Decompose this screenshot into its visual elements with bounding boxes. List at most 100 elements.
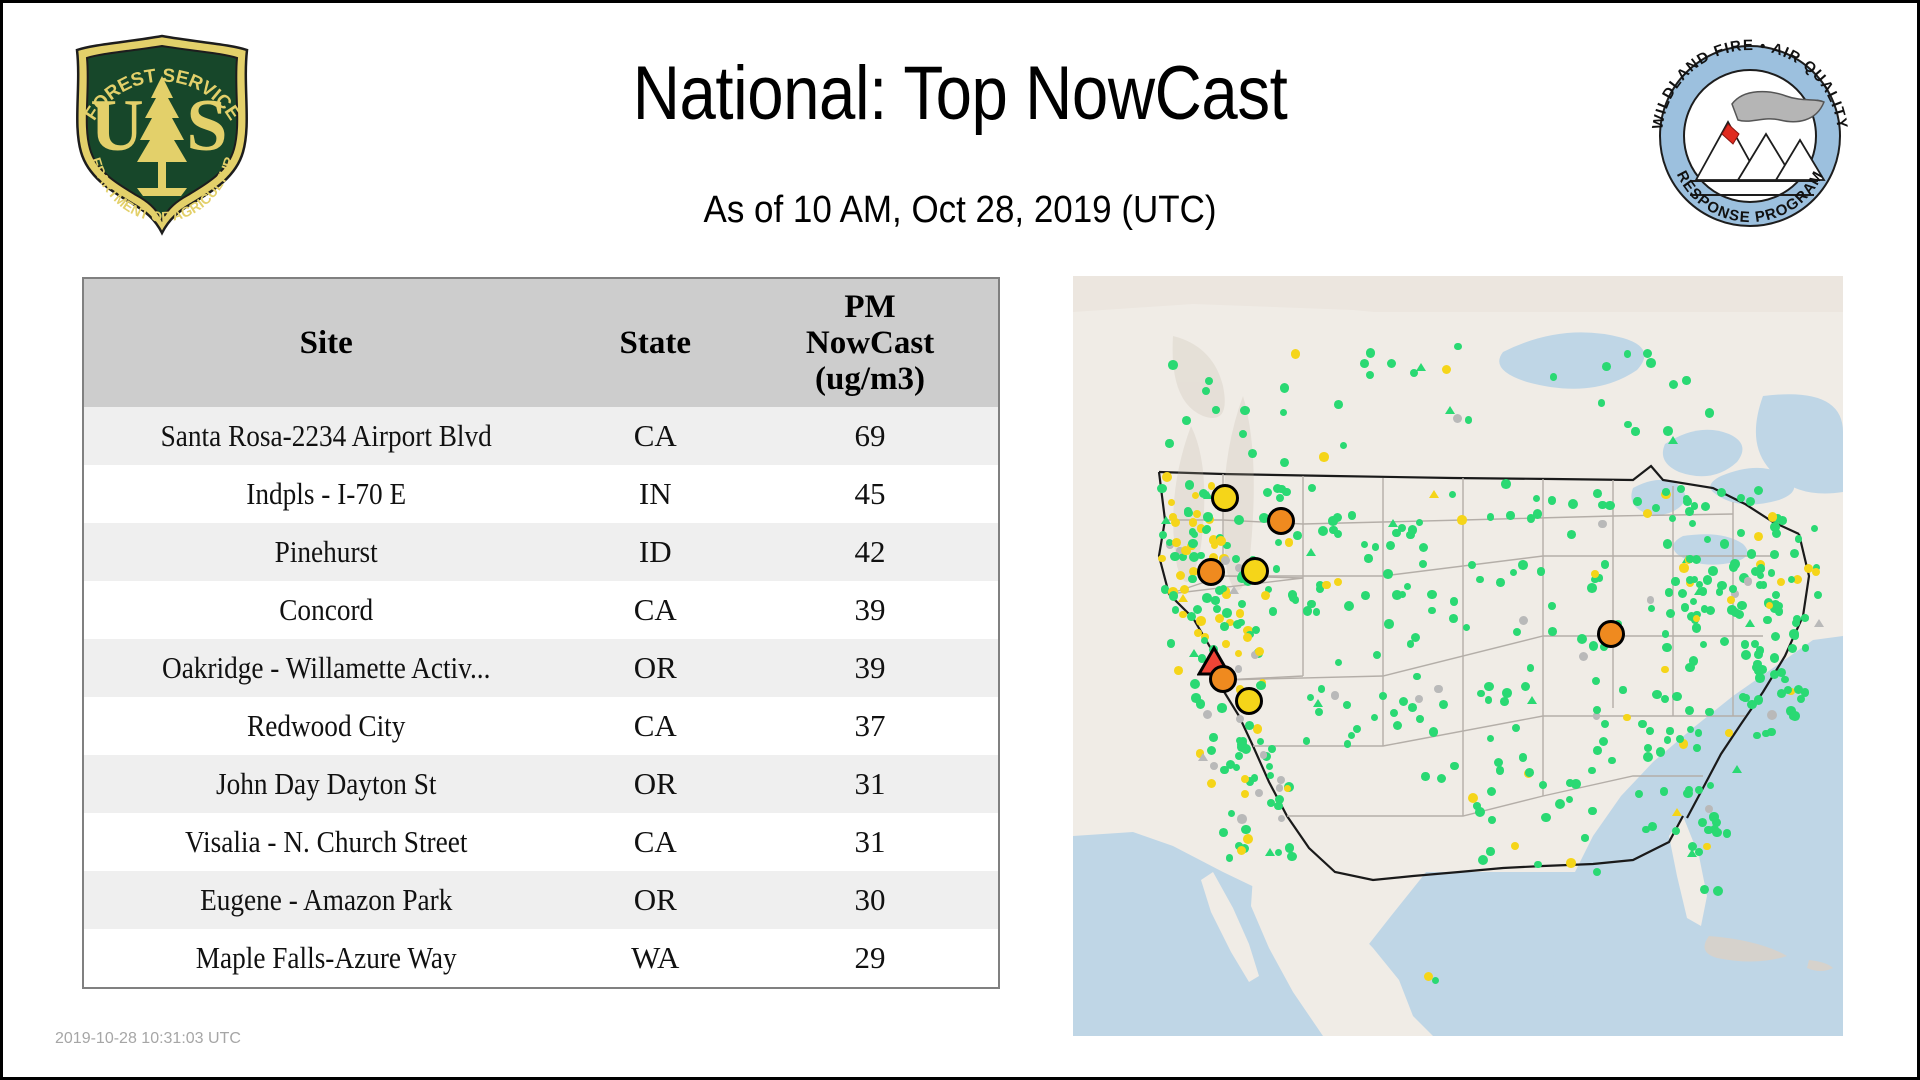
map-monitor-marker [1415, 518, 1424, 527]
map-monitor-marker [1225, 854, 1234, 862]
top-nowcast-table: Site State PM NowCast (ug/m3) Santa Rosa… [82, 277, 1000, 989]
map-monitor-marker [1392, 589, 1403, 600]
map-monitor-marker [1694, 728, 1703, 737]
map-monitor-marker [1340, 442, 1348, 450]
map-monitor-marker [1233, 763, 1241, 772]
map-monitor-marker [1226, 618, 1234, 627]
map-monitor-marker [1500, 697, 1510, 707]
map-monitor-marker [1206, 745, 1217, 756]
map-monitor-marker [1207, 482, 1216, 490]
map-monitor-marker [1755, 646, 1765, 655]
map-monitor-marker [1334, 659, 1342, 667]
map-monitor-marker [1512, 627, 1522, 637]
cell-pm-nowcast: 31 [854, 766, 886, 801]
map-monitor-marker [1194, 628, 1203, 637]
map-monitor-marker [1644, 744, 1653, 752]
cell-site: Eugene - Amazon Park [84, 871, 568, 929]
map-monitor-marker [1231, 555, 1240, 564]
map-monitor-marker [1755, 673, 1765, 683]
cell-pm-nowcast: 39 [854, 592, 886, 627]
map-monitor-marker [1509, 568, 1517, 576]
map-monitor-marker [1468, 792, 1479, 803]
map-monitor-marker [1633, 497, 1642, 506]
map-monitor-marker [1467, 560, 1476, 569]
map-monitor-marker [1619, 686, 1627, 694]
map-monitor-marker [1218, 828, 1228, 838]
map-monitor-marker [1275, 784, 1284, 792]
cell-site-text: Concord [279, 592, 374, 627]
us-aqi-map[interactable]: Air Quality Index HazardousVery Unhealth… [1073, 276, 1843, 1036]
map-monitor-marker [1652, 503, 1661, 512]
map-monitor-marker [1486, 512, 1495, 521]
map-monitor-marker [1521, 681, 1531, 691]
cell-pm-nowcast: 30 [854, 882, 886, 917]
map-monitor-marker [1803, 563, 1814, 574]
map-monitor-marker [1187, 538, 1198, 549]
map-monitor-marker [1220, 584, 1228, 592]
map-monitor-marker [1449, 614, 1459, 623]
map-monitor-marker [1642, 508, 1652, 518]
map-monitor-marker [1687, 849, 1698, 858]
map-monitor-marker [1478, 854, 1489, 865]
map-monitor-marker [1549, 373, 1558, 382]
map-monitor-marker [1228, 586, 1239, 595]
map-monitor-marker [1223, 541, 1231, 550]
cell-pm-nowcast: 42 [854, 534, 886, 569]
map-monitor-marker [1778, 516, 1788, 525]
map-monitor-marker [1288, 593, 1298, 603]
map-monitor-marker [1254, 788, 1264, 798]
map-monitor-marker [1219, 622, 1229, 631]
map-monitor-marker [1719, 636, 1730, 647]
map-monitor-marker [1161, 472, 1172, 483]
map-monitor-marker [1464, 416, 1473, 424]
cell-site-text: John Day Dayton St [215, 766, 437, 801]
map-monitor-marker [1322, 580, 1331, 590]
map-monitor-marker [1268, 607, 1278, 616]
map-monitor-marker [1343, 701, 1351, 709]
map-top-site-marker-circle [1597, 620, 1625, 648]
map-monitor-marker [1423, 971, 1433, 981]
map-monitor-marker [1647, 605, 1656, 613]
map-monitor-marker [1756, 571, 1765, 580]
map-monitor-marker [1429, 490, 1439, 499]
map-monitor-marker [1776, 577, 1785, 586]
map-monitor-marker [1777, 688, 1786, 698]
map-monitor-marker [1746, 496, 1756, 506]
map-monitor-marker [1343, 601, 1354, 612]
map-monitor-marker [1279, 458, 1289, 468]
map-monitor-marker [1191, 491, 1200, 499]
map-monitor-marker [1598, 736, 1609, 747]
map-monitor-marker [1388, 518, 1399, 527]
map-monitor-marker [1219, 765, 1229, 775]
map-monitor-marker [1312, 608, 1321, 617]
map-monitor-marker [1239, 429, 1248, 438]
map-monitor-marker [1406, 640, 1415, 648]
map-monitor-marker [1684, 706, 1694, 715]
map-monitor-marker [1392, 720, 1403, 731]
map-monitor-marker [1209, 733, 1218, 742]
map-monitor-marker [1179, 553, 1188, 561]
map-monitor-marker [1265, 848, 1276, 857]
map-monitor-marker [1279, 383, 1290, 393]
map-monitor-marker [1256, 681, 1266, 691]
map-monitor-marker [1240, 790, 1249, 799]
map-monitor-marker [1588, 766, 1596, 775]
map-monitor-marker [1756, 564, 1766, 573]
cell-pm-nowcast: 31 [854, 824, 886, 859]
page-title: National: Top NowCast [632, 51, 1288, 136]
map-monitor-marker [1212, 406, 1220, 414]
pm-header-line-3: (ug/m3) [815, 361, 926, 397]
map-monitor-marker [1668, 514, 1677, 523]
map-monitor-marker [1236, 845, 1247, 856]
map-monitor-marker [1473, 802, 1481, 810]
map-monitor-marker [1600, 719, 1610, 729]
map-monitor-marker [1266, 799, 1275, 807]
map-monitor-marker [1160, 585, 1170, 594]
map-monitor-marker [1705, 408, 1715, 418]
map-monitor-marker [1210, 762, 1218, 770]
map-monitor-marker [1767, 709, 1778, 720]
map-monitor-marker [1751, 566, 1761, 576]
map-monitor-marker [1597, 399, 1606, 407]
map-monitor-marker [1386, 541, 1396, 551]
